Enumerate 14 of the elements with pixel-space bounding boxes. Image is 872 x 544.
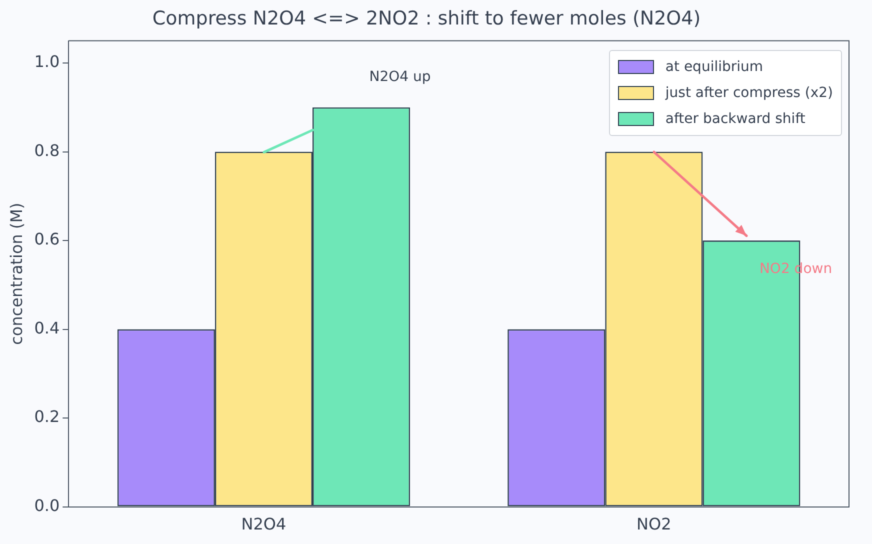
y-tick-label: 0.2 [34, 407, 60, 426]
x-tick-label: NO2 [636, 514, 672, 534]
legend-label: at equilibrium [665, 59, 764, 75]
chart-title: Compress N2O4 <=> 2NO2 : shift to fewer moles (N2O4) [152, 7, 701, 30]
y-tick-label: 0.8 [34, 140, 60, 160]
y-axis-title: concentration (M) [6, 202, 26, 345]
x-tick-label: N2O4 [241, 514, 286, 534]
annotation: N2O4 up [369, 69, 431, 86]
y-tick-label: 0.4 [34, 318, 60, 338]
legend-label: just after compress (x2) [665, 85, 833, 101]
y-tick-label: 0.6 [34, 230, 60, 249]
legend-label: after backward shift [665, 111, 806, 127]
y-tick-label: 1.0 [34, 52, 60, 72]
y-tick-label: 0.0 [34, 496, 60, 515]
